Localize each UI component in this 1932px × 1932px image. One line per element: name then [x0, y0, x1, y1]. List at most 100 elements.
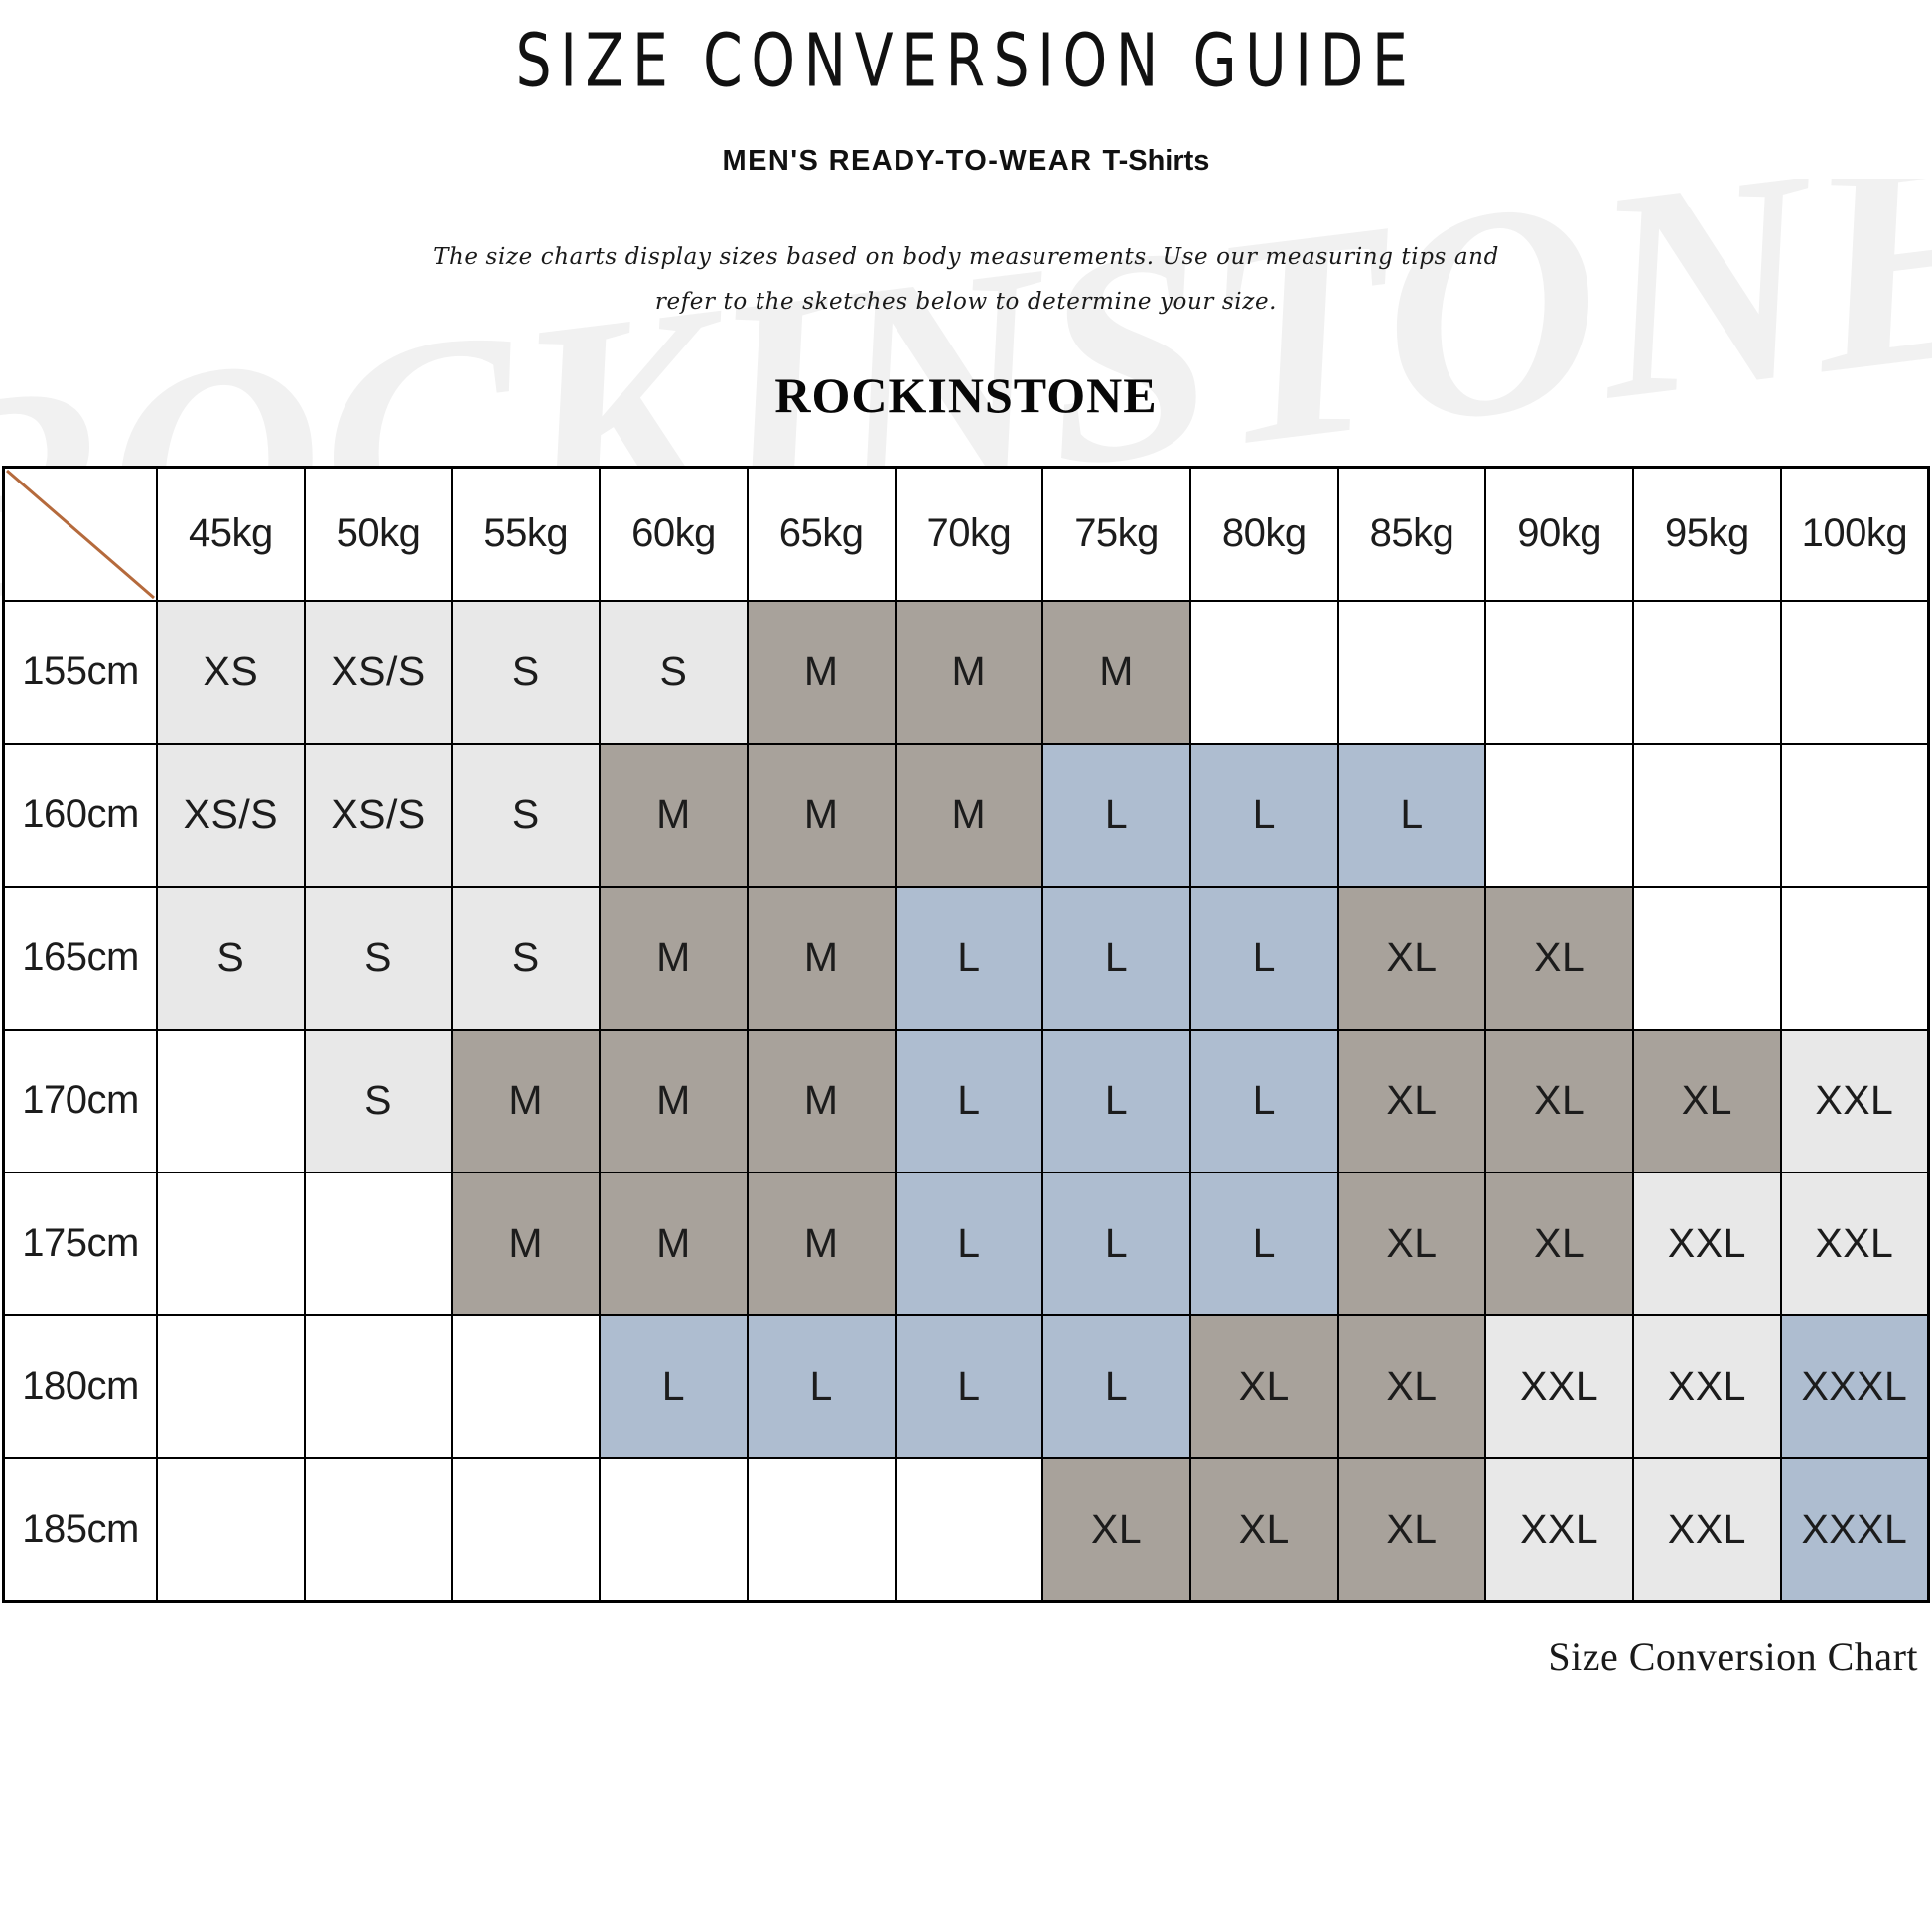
- size-cell-160cm-45kg: XS/S: [156, 742, 306, 888]
- size-cell-175cm-85kg: XL: [1336, 1171, 1487, 1316]
- size-cell-165cm-70kg: L: [894, 885, 1044, 1031]
- size-cell-170cm-70kg: L: [894, 1028, 1044, 1173]
- weight-header-100kg: 100kg: [1779, 466, 1930, 602]
- weight-header-70kg: 70kg: [894, 466, 1044, 602]
- size-cell-165cm-80kg: L: [1188, 885, 1339, 1031]
- size-cell-165cm-60kg: M: [599, 885, 749, 1031]
- header-block: SIZE CONVERSION GUIDE MEN'S READY-TO-WEA…: [0, 0, 1932, 424]
- weight-header-85kg: 85kg: [1336, 466, 1487, 602]
- height-header-155cm: 155cm: [2, 599, 158, 745]
- size-cell-185cm-45kg: [156, 1456, 306, 1603]
- weight-header-95kg: 95kg: [1632, 466, 1782, 602]
- size-conversion-table: 45kg 50kg 55kg 60kg 65kg 70kg 75kg 80kg 85kg 90kg…: [2, 465, 1930, 1603]
- size-cell-160cm-85kg: L: [1336, 742, 1487, 888]
- height-header-165cm: 165cm: [2, 885, 158, 1031]
- size-cell-155cm-80kg: [1188, 599, 1339, 745]
- weight-header-55kg: 55kg: [451, 466, 602, 602]
- size-cell-185cm-50kg: [303, 1456, 454, 1603]
- category-line: MEN'S READY-TO-WEAR T-Shirts: [0, 145, 1932, 178]
- height-header-180cm: 180cm: [2, 1313, 158, 1459]
- size-cell-155cm-50kg: XS/S: [303, 599, 454, 745]
- size-cell-185cm-70kg: [894, 1456, 1044, 1603]
- intro-paragraph: The size charts display sizes based on b…: [433, 244, 1499, 315]
- size-cell-185cm-85kg: XL: [1336, 1456, 1487, 1603]
- size-cell-155cm-70kg: M: [894, 599, 1044, 745]
- size-cell-185cm-75kg: XL: [1041, 1456, 1191, 1603]
- page-title: SIZE CONVERSION GUIDE: [515, 18, 1417, 104]
- size-cell-170cm-55kg: M: [451, 1028, 602, 1173]
- size-cell-170cm-60kg: M: [599, 1028, 749, 1173]
- size-cell-155cm-60kg: S: [599, 599, 749, 745]
- weight-header-45kg: 45kg: [156, 466, 306, 602]
- weight-header-65kg: 65kg: [746, 466, 897, 602]
- size-cell-175cm-55kg: M: [451, 1171, 602, 1316]
- size-cell-160cm-65kg: M: [746, 742, 897, 888]
- size-cell-185cm-65kg: [746, 1456, 897, 1603]
- size-cell-180cm-95kg: XXL: [1632, 1313, 1782, 1459]
- size-cell-185cm-80kg: XL: [1188, 1456, 1339, 1603]
- size-cell-155cm-90kg: [1484, 599, 1635, 745]
- size-cell-185cm-90kg: XXL: [1484, 1456, 1635, 1603]
- size-cell-180cm-75kg: L: [1041, 1313, 1191, 1459]
- size-cell-165cm-75kg: L: [1041, 885, 1191, 1031]
- size-cell-165cm-90kg: XL: [1484, 885, 1635, 1031]
- table-row: 180cm L L L L XL XL XXL XXL XXXL: [2, 1313, 1930, 1459]
- weight-header-90kg: 90kg: [1484, 466, 1635, 602]
- size-cell-180cm-55kg: [451, 1313, 602, 1459]
- size-cell-160cm-60kg: M: [599, 742, 749, 888]
- size-cell-170cm-100kg: XXL: [1779, 1028, 1930, 1173]
- size-cell-185cm-55kg: [451, 1456, 602, 1603]
- size-cell-155cm-100kg: [1779, 599, 1930, 745]
- size-cell-175cm-45kg: [156, 1171, 306, 1316]
- table-row: 165cm S S S M M L L L XL XL: [2, 885, 1930, 1031]
- size-cell-155cm-75kg: M: [1041, 599, 1191, 745]
- size-cell-160cm-50kg: XS/S: [303, 742, 454, 888]
- table-body: 155cm XS XS/S S S M M M 160cm XS/S XS/S S M M M L L L 165c…: [2, 599, 1930, 1603]
- size-cell-175cm-75kg: L: [1041, 1171, 1191, 1316]
- size-cell-165cm-85kg: XL: [1336, 885, 1487, 1031]
- size-cell-180cm-100kg: XXXL: [1779, 1313, 1930, 1459]
- size-cell-165cm-50kg: S: [303, 885, 454, 1031]
- size-cell-180cm-45kg: [156, 1313, 306, 1459]
- size-cell-180cm-80kg: XL: [1188, 1313, 1339, 1459]
- size-cell-160cm-100kg: [1779, 742, 1930, 888]
- table-row: 175cm M M M L L L XL XL XXL XXL: [2, 1171, 1930, 1316]
- footer-caption: Size Conversion Chart: [1548, 1633, 1918, 1679]
- size-cell-180cm-60kg: L: [599, 1313, 749, 1459]
- size-cell-155cm-95kg: [1632, 599, 1782, 745]
- corner-cell: [2, 466, 158, 602]
- weight-header-80kg: 80kg: [1188, 466, 1339, 602]
- size-cell-185cm-100kg: XXXL: [1779, 1456, 1930, 1603]
- size-table-wrapper: 45kg 50kg 55kg 60kg 65kg 70kg 75kg 80kg 85kg 90kg…: [0, 465, 1932, 1603]
- size-cell-165cm-65kg: M: [746, 885, 897, 1031]
- size-cell-180cm-70kg: L: [894, 1313, 1044, 1459]
- size-cell-170cm-50kg: S: [303, 1028, 454, 1173]
- table-row: 155cm XS XS/S S S M M M: [2, 599, 1930, 745]
- diagonal-divider-icon: [6, 469, 155, 599]
- table-header-row: 45kg 50kg 55kg 60kg 65kg 70kg 75kg 80kg 85kg 90kg…: [2, 466, 1930, 602]
- size-cell-170cm-85kg: XL: [1336, 1028, 1487, 1173]
- size-cell-175cm-70kg: L: [894, 1171, 1044, 1316]
- size-cell-165cm-95kg: [1632, 885, 1782, 1031]
- category-primary-label: MEN'S READY-TO-WEAR: [722, 145, 1093, 177]
- size-cell-175cm-95kg: XXL: [1632, 1171, 1782, 1316]
- size-cell-155cm-45kg: XS: [156, 599, 306, 745]
- height-header-170cm: 170cm: [2, 1028, 158, 1173]
- size-cell-170cm-75kg: L: [1041, 1028, 1191, 1173]
- size-cell-170cm-95kg: XL: [1632, 1028, 1782, 1173]
- size-cell-160cm-70kg: M: [894, 742, 1044, 888]
- size-cell-160cm-95kg: [1632, 742, 1782, 888]
- height-header-160cm: 160cm: [2, 742, 158, 888]
- size-cell-175cm-90kg: XL: [1484, 1171, 1635, 1316]
- size-cell-175cm-100kg: XXL: [1779, 1171, 1930, 1316]
- size-cell-170cm-65kg: M: [746, 1028, 897, 1173]
- weight-header-60kg: 60kg: [599, 466, 749, 602]
- size-cell-160cm-75kg: L: [1041, 742, 1191, 888]
- size-cell-160cm-90kg: [1484, 742, 1635, 888]
- size-cell-180cm-85kg: XL: [1336, 1313, 1487, 1459]
- size-cell-160cm-80kg: L: [1188, 742, 1339, 888]
- size-cell-165cm-45kg: S: [156, 885, 306, 1031]
- size-cell-155cm-65kg: M: [746, 599, 897, 745]
- size-cell-155cm-85kg: [1336, 599, 1487, 745]
